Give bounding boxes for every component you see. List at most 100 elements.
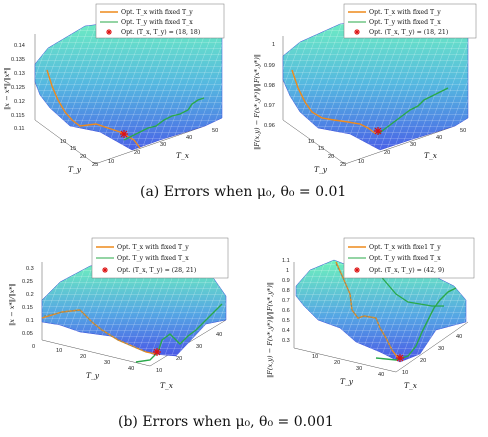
z-tick: 0.115: [11, 113, 25, 119]
z-ticks: 1 0.99 0.98 0.97 0.96: [264, 42, 275, 129]
tx-tick: 10: [156, 368, 162, 374]
ty-tick: 25: [92, 162, 98, 168]
ty-axis-label: T_y: [68, 165, 82, 174]
opt-ty-line-upper: [373, 267, 444, 307]
tx-tick: 10: [358, 159, 364, 165]
optimum-marker: [374, 127, 382, 135]
ty-ticks: 10 20 30 40: [312, 354, 384, 378]
opt-tx-line: [291, 69, 377, 135]
legend-ty: Opt. T_y with fixed T_x: [117, 255, 189, 262]
z-tick: 0.12: [14, 99, 25, 105]
tx-axis-label: T_x: [404, 381, 418, 390]
optimum-marker: [153, 348, 161, 356]
legend-ty: Opt. T_y with fixed T_x: [369, 255, 441, 262]
z-tick: 1: [286, 268, 289, 274]
z-tick: 0.6: [282, 308, 290, 314]
tx-tick: 40: [216, 332, 222, 338]
z-tick: 0.98: [264, 83, 275, 89]
panel-b-left: 0.3 0.25 0.2 0.15 0.1 0.05 0 ‖x − x*‖/‖x…: [8, 237, 229, 390]
tx-tick: 20: [384, 150, 390, 156]
tx-tick: 10: [108, 159, 114, 165]
opt-ty-line: [135, 303, 223, 363]
z-tick: 0.11: [14, 126, 24, 132]
legend: Opt. T_x with fixed T_y Opt. T_y with fi…: [95, 3, 225, 39]
z-ticks: 0.3 0.25 0.2 0.15 0.1 0.05 0: [22, 266, 35, 350]
z-tick: 0.14: [14, 43, 25, 49]
legend-tx: Opt. T_x with fixe1 T_y: [369, 244, 441, 251]
ty-tick: 20: [80, 154, 86, 160]
legend-tx: Opt. T_x with fixed T_y: [369, 9, 441, 16]
tx-ticks: 10 20 30 40 50: [108, 128, 218, 165]
panel-a-right: 1 0.99 0.98 0.97 0.96 ‖F(x,y) − F(x*,y*)…: [253, 3, 477, 174]
z-tick: 0.96: [264, 123, 275, 129]
tx-tick: 20: [176, 356, 182, 362]
tx-tick: 30: [160, 142, 166, 148]
z-tick: 0.13: [14, 71, 25, 77]
ty-tick: 15: [318, 146, 324, 152]
z-tick: 0.135: [11, 57, 25, 63]
z-axis-label: ‖x − x*‖/‖x*‖: [8, 283, 16, 326]
tx-tick: 10: [402, 370, 408, 376]
opt-tx-line-dash: [335, 263, 393, 351]
tx-axis-label: T_x: [160, 381, 174, 390]
z-ticks: 1.1 1 0.9 0.8 0.7 0.6 0.5 0.4 0.3: [282, 258, 290, 344]
legend-ty: Opt. T_y with fixed T_x: [369, 19, 441, 26]
ty-ticks: 10 15 20 25: [60, 139, 98, 168]
z-tick: 0.99: [264, 63, 275, 69]
z-tick: 0.25: [22, 279, 33, 285]
ty-tick: 25: [340, 162, 346, 168]
z-tick: 0.05: [22, 331, 33, 337]
legend: Opt. T_x with fixed T_y Opt. T_y with fi…: [343, 3, 477, 39]
ty-tick: 40: [378, 372, 384, 378]
tx-tick: 30: [438, 346, 444, 352]
caption-a: (a) Errors when μ₀, θ₀ = 0.01: [140, 184, 346, 200]
z-tick: 0.2: [26, 292, 34, 298]
ty-ticks: 10 15 20 25: [308, 139, 346, 168]
tx-tick: 20: [134, 150, 140, 156]
legend-ty: Opt. T_y with fixed T_x: [121, 19, 193, 26]
tx-ticks: 10 20 30 40: [402, 334, 462, 376]
z-tick: 0.125: [11, 85, 25, 91]
ty-axis-label: T_y: [86, 371, 100, 380]
panel-a-left: 0.14 0.135 0.13 0.125 0.12 0.115 0.11 ‖x…: [3, 3, 225, 174]
ty-tick: 40: [128, 366, 134, 372]
tx-axis-label: T_x: [424, 151, 438, 160]
legend-opt: Opt. (T_x, T_y) = (42, 9): [369, 267, 444, 274]
tx-tick: 50: [460, 128, 466, 134]
tx-tick: 30: [410, 142, 416, 148]
z-tick: 0.8: [282, 288, 290, 294]
z-axis-label: ‖x − x*‖/‖x*‖: [3, 67, 11, 110]
ty-tick: 10: [308, 139, 314, 145]
ty-tick: 30: [104, 360, 110, 366]
tx-ticks: 10 20 30 40 50: [358, 128, 466, 165]
z-tick: 0.3: [26, 266, 34, 272]
tx-tick: 40: [456, 334, 462, 340]
caption-b: (b) Errors when μ₀, θ₀ = 0.001: [118, 414, 334, 430]
z-tick: 0.5: [282, 318, 290, 324]
legend-opt: Opt. (T_x, T_y) = (18, 18): [121, 29, 200, 36]
z-ticks: 0.14 0.135 0.13 0.125 0.12 0.115 0.11: [11, 43, 25, 132]
optimum-marker: [396, 354, 404, 362]
opt-tx-line-dash: [43, 309, 147, 353]
ty-tick: 30: [356, 366, 362, 372]
z-tick: 0.15: [22, 305, 33, 311]
ty-tick: 10: [312, 354, 318, 360]
ty-tick: 20: [334, 360, 340, 366]
ty-tick: 10: [60, 139, 66, 145]
legend-tx: Opt. T_x with fixed T_y: [121, 9, 193, 16]
tx-tick: 20: [420, 358, 426, 364]
legend-opt: Opt. (T_x, T_y) = (28, 21): [117, 267, 196, 274]
axis-frame: [293, 262, 469, 373]
z-tick: 0.1: [26, 318, 34, 324]
legend-tx: Opt. T_x with fixed T_y: [117, 244, 189, 251]
z-tick: 0.97: [264, 103, 275, 109]
z-axis-label: ‖F(x,y) − F(x*,y*)‖/‖F(x*,y*)‖: [253, 54, 261, 150]
ty-tick: 20: [328, 154, 334, 160]
tx-tick: 50: [212, 128, 218, 134]
tx-tick: 40: [436, 135, 442, 141]
tx-tick: 40: [186, 135, 192, 141]
ty-tick: 15: [70, 146, 76, 152]
ty-ticks: 10 20 30 40: [56, 348, 134, 372]
z-tick: 0: [32, 344, 35, 350]
